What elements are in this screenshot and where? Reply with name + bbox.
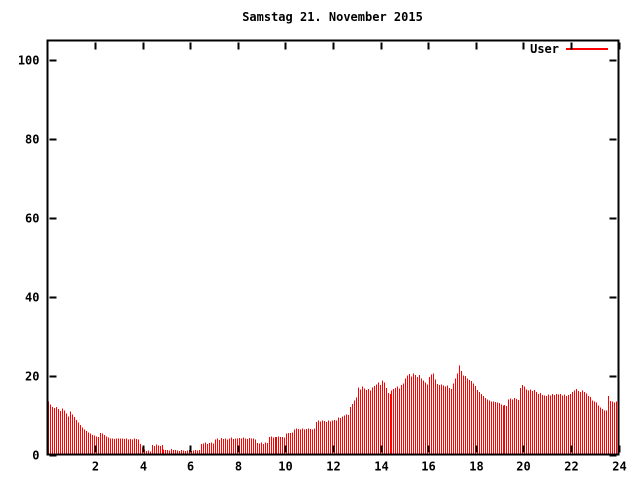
x-tick-label: 6: [187, 460, 194, 474]
legend-user-label: User: [530, 42, 559, 56]
x-tick-label: 24: [612, 460, 626, 474]
x-tick-label: 2: [92, 460, 99, 474]
x-tick-label: 8: [235, 460, 242, 474]
x-tick-label: 12: [326, 460, 340, 474]
y-tick-label: 40: [25, 291, 39, 305]
x-tick-label: 14: [374, 460, 388, 474]
y-tick-label: 60: [25, 212, 39, 226]
y-tick-label: 0: [32, 449, 39, 463]
x-tick-label: 4: [140, 460, 147, 474]
plot-border: [46, 39, 620, 456]
y-tick-label: 80: [25, 133, 39, 147]
legend-user-line-sample: [566, 48, 608, 50]
y-tick-label: 20: [25, 370, 39, 384]
y-tick-label: 100: [18, 54, 40, 68]
x-tick-label: 16: [421, 460, 435, 474]
x-tick-label: 20: [516, 460, 530, 474]
x-tick-label: 18: [469, 460, 483, 474]
x-tick-label: 22: [564, 460, 578, 474]
chart-title: Samstag 21. November 2015: [242, 10, 423, 24]
x-tick-label: 10: [278, 460, 292, 474]
legend: User: [47, 42, 608, 56]
